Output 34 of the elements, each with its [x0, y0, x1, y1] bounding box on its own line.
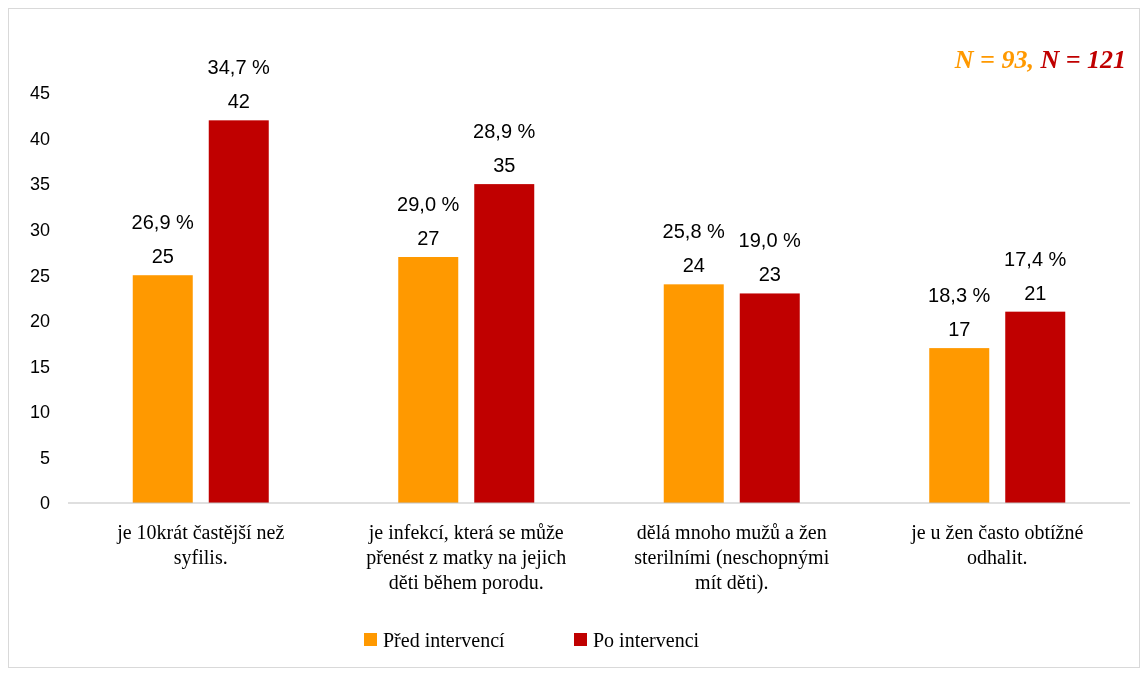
data-label: 17,4 % 21	[1004, 247, 1067, 304]
x-tick-label: dělá mnoho mužů a žen sterilními (neschopnými mít děti).	[634, 521, 830, 594]
y-tick-label: 35	[29, 174, 50, 195]
y-tick-label: 5	[39, 447, 50, 468]
text: N = 121	[1033, 45, 1126, 74]
y-tick-label: 0	[39, 493, 50, 514]
y-tick-label: 40	[29, 128, 50, 149]
bar	[208, 120, 269, 503]
bar	[474, 184, 535, 503]
bar	[398, 257, 459, 503]
data-label: 34,7 % 42	[207, 56, 271, 113]
legend-label: Před intervencí	[383, 629, 506, 651]
y-tick-label: 45	[29, 83, 50, 104]
bar	[663, 284, 724, 503]
y-tick-label: 30	[29, 219, 50, 240]
x-tick-label: je u žen často obtížné odhalit.	[910, 521, 1084, 568]
text: N = 93,	[953, 45, 1034, 74]
data-label: 18,3 % 17	[928, 284, 991, 341]
y-tick-label: 10	[29, 402, 50, 423]
bar	[1005, 311, 1066, 503]
y-tick-label: 25	[29, 265, 50, 286]
data-label: 19,0 % 23	[738, 229, 802, 286]
data-label: 28,9 % 35	[473, 120, 536, 177]
bar	[132, 275, 193, 503]
y-tick-label: 20	[29, 311, 50, 332]
data-label: 29,0 % 27	[397, 193, 460, 249]
bar	[739, 293, 800, 503]
y-tick-label: 15	[29, 356, 50, 377]
data-label: 25,8 % 24	[662, 220, 726, 277]
x-tick-label: je infekcí, která se může přenést z matky na jejich děti během porodu.	[366, 521, 567, 594]
data-label: 26,9 % 25	[131, 211, 195, 268]
bar	[929, 348, 990, 503]
x-tick-label: je 10krát častější než syfilis.	[116, 521, 285, 569]
legend-label: Po intervenci	[593, 629, 700, 651]
